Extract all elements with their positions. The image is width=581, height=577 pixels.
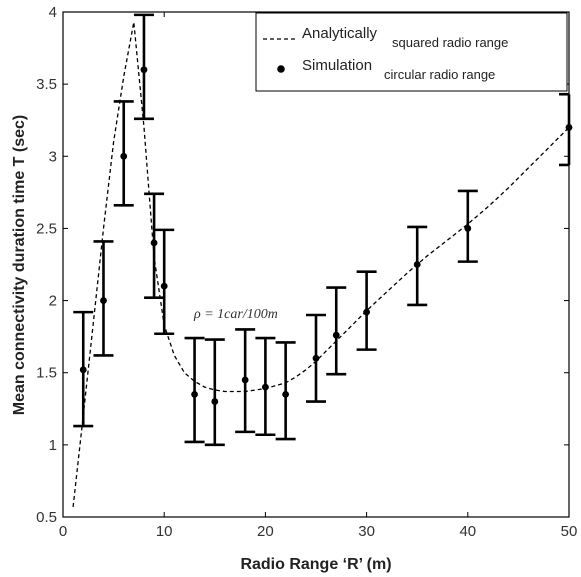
plot-area	[62, 11, 570, 518]
simulation-marker	[120, 152, 128, 160]
simulation-marker	[363, 308, 370, 316]
y-tick-label: 3.5	[36, 76, 57, 93]
legend-analytic-label: Analytically	[302, 25, 378, 42]
y-tick-label: 1.5	[36, 365, 57, 382]
simulation-point	[133, 13, 154, 121]
legend-analytic-sub: squared radio range	[392, 35, 508, 50]
simulation-marker	[79, 366, 87, 374]
y-tick-label: 4	[49, 4, 57, 21]
legend-simulation-swatch	[277, 65, 285, 73]
simulation-marker	[140, 66, 148, 74]
simulation-marker	[413, 261, 421, 268]
x-tick-label: 50	[561, 523, 578, 540]
simulation-point	[144, 192, 165, 299]
x-tick-label: 30	[358, 523, 375, 540]
simulation-marker	[312, 354, 320, 362]
simulation-point	[275, 341, 296, 441]
simulation-point	[457, 189, 478, 263]
simulation-marker	[262, 383, 269, 391]
legend: Analytically squared radio range Simulat…	[255, 12, 568, 92]
simulation-point	[306, 313, 326, 403]
simulation-point	[255, 336, 276, 437]
y-tick-label: 2.5	[36, 220, 57, 237]
simulation-point	[235, 328, 256, 434]
x-tick-label: 40	[459, 523, 476, 540]
simulation-marker	[211, 398, 219, 405]
simulation-point	[326, 286, 347, 376]
analytic-line	[72, 21, 570, 507]
annotation: ρ = 1car/100m	[193, 307, 278, 322]
simulation-marker	[332, 331, 340, 339]
simulation-marker	[565, 124, 573, 131]
y-axis-title: Mean connectivity duration time T (sec)	[11, 115, 28, 416]
simulation-point	[73, 310, 94, 428]
simulation-point	[93, 240, 114, 357]
x-tick-label: 10	[156, 523, 173, 540]
simulation-marker	[150, 239, 158, 247]
y-tick-label: 3	[49, 148, 57, 165]
simulation-marker	[160, 282, 168, 290]
simulation-marker	[100, 297, 107, 304]
y-tick-label: 0.5	[36, 509, 57, 526]
legend-simulation-sub: circular radio range	[384, 67, 495, 82]
simulation-point	[407, 225, 428, 307]
simulation-point	[154, 228, 175, 336]
legend-box	[255, 12, 568, 92]
simulation-marker	[241, 376, 249, 384]
simulation-point	[204, 338, 225, 447]
simulation-point	[113, 100, 134, 207]
simulation-point	[356, 270, 377, 351]
analytic-layer	[72, 21, 570, 507]
y-tick-label: 2	[49, 293, 57, 310]
axis-ticks: 0 10 20 30 40 50 0.5 1 1.5 2 2.5 3 3.5 4	[36, 4, 577, 540]
x-tick-label: 20	[257, 523, 274, 540]
simulation-marker	[282, 390, 290, 398]
y-tick-label: 1	[49, 437, 57, 454]
simulation-point	[184, 336, 205, 444]
x-tick-label: 0	[59, 523, 67, 540]
simulation-layer	[73, 13, 573, 447]
simulation-marker	[464, 225, 472, 232]
simulation-marker	[191, 390, 198, 398]
x-axis-title: Radio Range ‘R’ (m)	[240, 556, 391, 573]
legend-simulation-label: Simulation	[302, 57, 372, 74]
simulation-point	[559, 92, 573, 167]
